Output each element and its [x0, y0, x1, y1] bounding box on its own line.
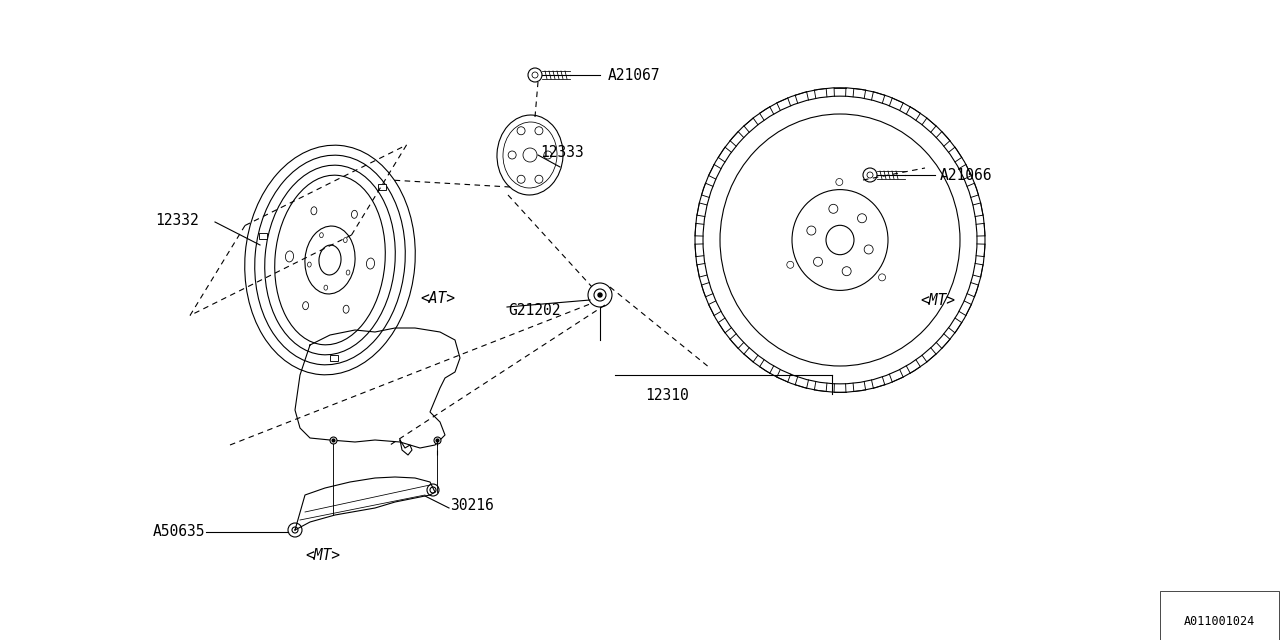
Text: <MT>: <MT>	[305, 547, 340, 563]
Text: <AT>: <AT>	[420, 291, 454, 305]
Circle shape	[598, 293, 602, 297]
Text: A011001024: A011001024	[1184, 615, 1254, 628]
Text: 30216: 30216	[451, 497, 494, 513]
Text: <MT>: <MT>	[920, 292, 955, 307]
FancyBboxPatch shape	[329, 355, 338, 361]
Text: 12332: 12332	[155, 212, 198, 227]
Text: A21066: A21066	[940, 168, 992, 182]
FancyBboxPatch shape	[259, 233, 266, 239]
FancyBboxPatch shape	[378, 184, 385, 189]
Text: A21067: A21067	[608, 67, 660, 83]
Text: A50635: A50635	[152, 525, 205, 540]
Text: G21202: G21202	[508, 303, 561, 317]
Text: 12333: 12333	[540, 145, 584, 159]
Text: 12310: 12310	[645, 387, 689, 403]
